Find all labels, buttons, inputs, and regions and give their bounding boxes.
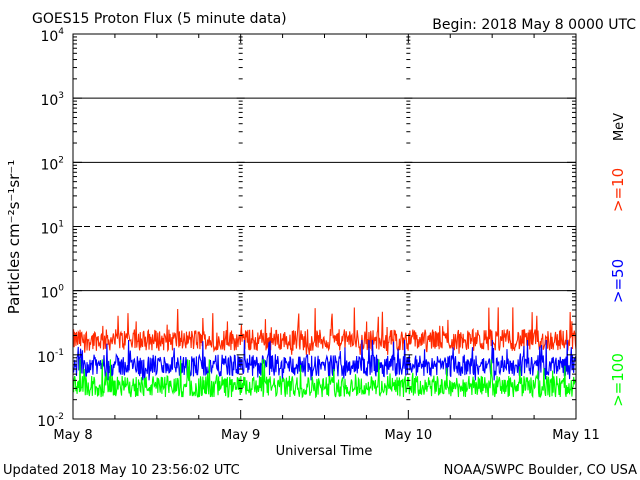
credit: NOAA/SWPC Boulder, CO USA bbox=[444, 463, 637, 478]
updated-timestamp: Updated 2018 May 10 23:56:02 UTC bbox=[3, 463, 240, 478]
x-axis-label: Universal Time bbox=[276, 444, 373, 459]
y-axis-label: Particles cm⁻²s⁻¹sr⁻¹ bbox=[5, 160, 23, 314]
y-tick-label-base: 10 bbox=[40, 157, 58, 173]
legend-ge50: >=50 bbox=[609, 259, 627, 303]
y-tick-label-exponent: -1 bbox=[55, 348, 64, 358]
y-tick-label: 102 bbox=[40, 155, 64, 173]
x-tick-label: May 9 bbox=[221, 428, 260, 443]
y-tick-label-base: 10 bbox=[40, 286, 58, 302]
x-tick-label: May 10 bbox=[385, 428, 433, 443]
y-tick-label-base: 10 bbox=[37, 350, 55, 366]
y-tick-label: 100 bbox=[40, 284, 64, 302]
chart-title: GOES15 Proton Flux (5 minute data) bbox=[32, 11, 287, 27]
begin-date: Begin: 2018 May 8 0000 UTC bbox=[432, 17, 636, 33]
series-layer bbox=[72, 307, 577, 399]
x-tick-label: May 11 bbox=[552, 428, 600, 443]
y-tick-label: 104 bbox=[40, 27, 64, 45]
y-tick-label: 10-2 bbox=[37, 412, 64, 430]
legend-ge10: >=10 bbox=[609, 168, 627, 212]
threshold-lines bbox=[73, 97, 576, 292]
y-tick-label-exponent: 2 bbox=[58, 155, 64, 165]
y-tick-label-base: 10 bbox=[37, 414, 55, 430]
y-tick-label-base: 10 bbox=[40, 222, 58, 238]
x-tick-labels: May 8 May 9 May 10 May 11 bbox=[53, 428, 599, 443]
x-tick-label: May 8 bbox=[53, 428, 92, 443]
y-tick-label: 10-1 bbox=[37, 348, 64, 366]
unit-label-mev: MeV bbox=[612, 113, 627, 141]
y-tick-label-exponent: 0 bbox=[58, 284, 64, 294]
legend-ge100: >=100 bbox=[609, 353, 627, 407]
axis-ticks bbox=[72, 33, 577, 420]
y-tick-label: 103 bbox=[40, 91, 64, 109]
plot-frame bbox=[72, 33, 577, 420]
y-tick-label-exponent: 3 bbox=[58, 91, 64, 101]
series-line-3 bbox=[72, 359, 577, 399]
y-tick-label-exponent: -2 bbox=[55, 412, 64, 422]
y-tick-label-exponent: 1 bbox=[58, 220, 64, 230]
series-line-2 bbox=[72, 340, 577, 381]
y-tick-label-base: 10 bbox=[40, 93, 58, 109]
y-tick-label: 101 bbox=[40, 220, 64, 238]
y-tick-label-base: 10 bbox=[40, 29, 58, 45]
y-tick-label-exponent: 4 bbox=[58, 27, 64, 37]
series-line-1 bbox=[72, 307, 577, 355]
